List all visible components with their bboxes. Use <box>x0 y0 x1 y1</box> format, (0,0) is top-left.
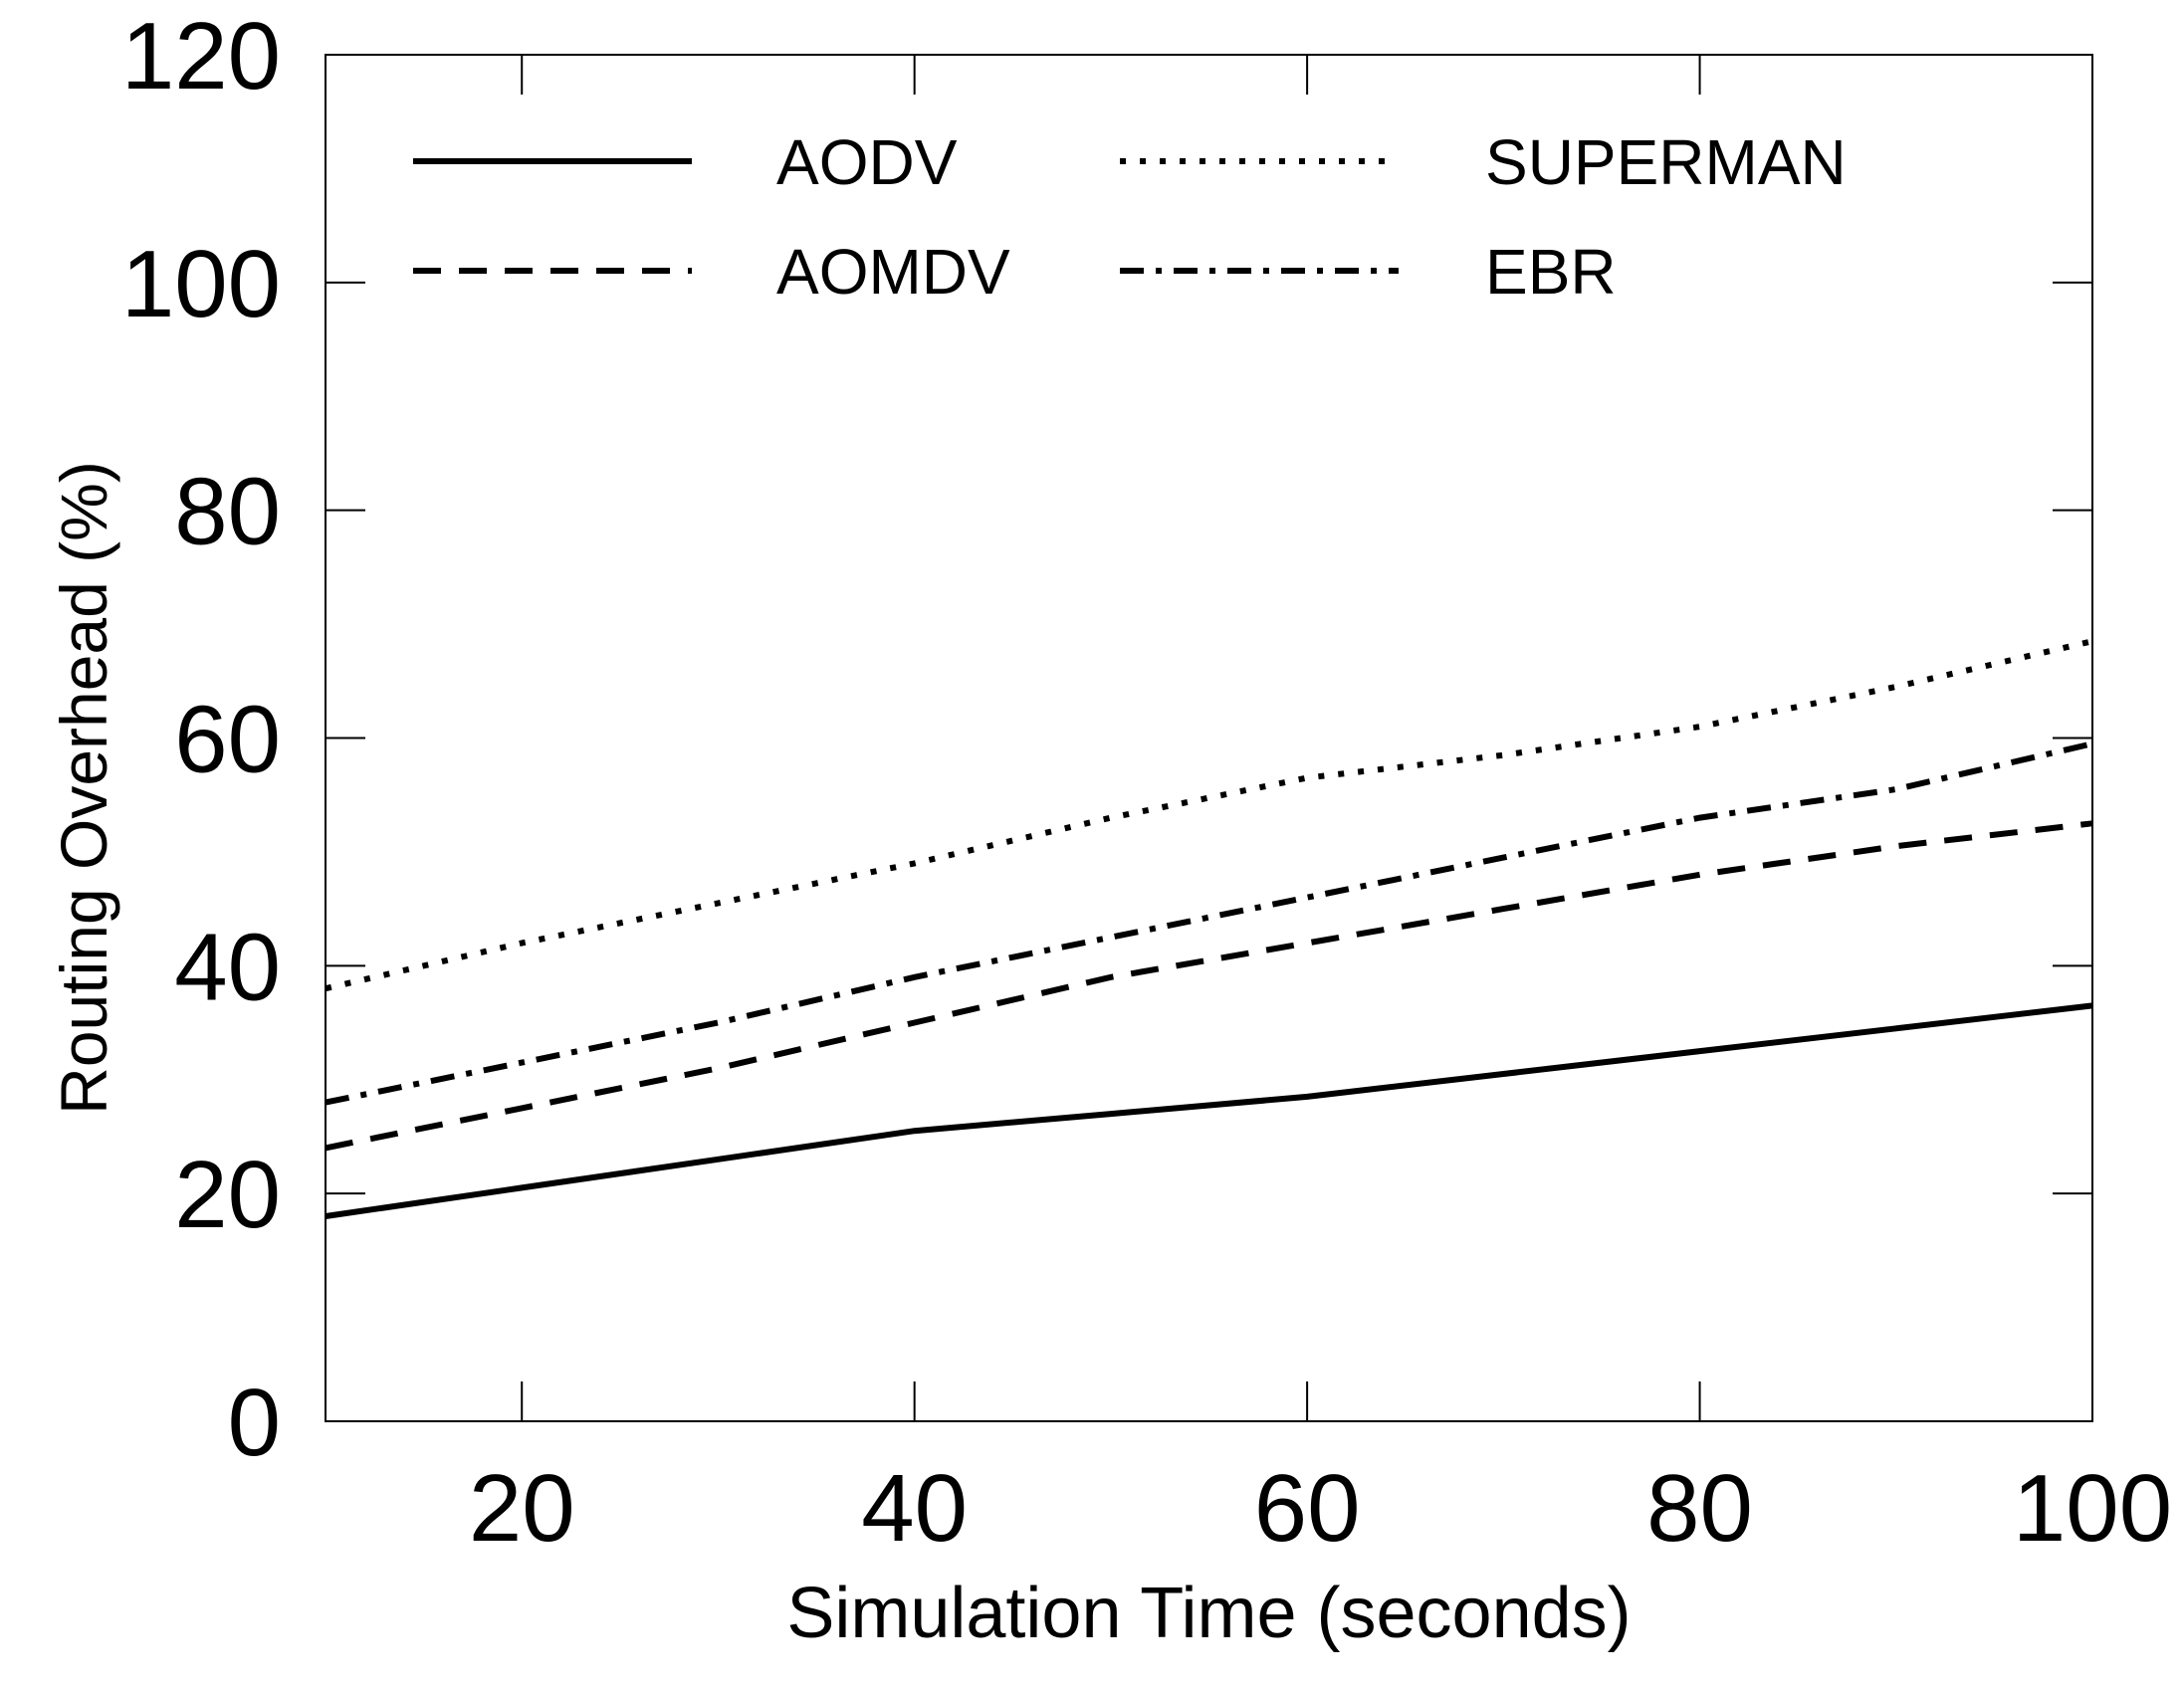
y-tick-labels: 0 20 40 60 80 100 120 <box>121 3 281 1476</box>
y-axis-label: Routing Overhead (%) <box>47 461 120 1115</box>
y-tick-label: 40 <box>174 914 281 1020</box>
legend: AODV SUPERMAN AOMDV EBR <box>413 126 1847 308</box>
legend-label-ebr: EBR <box>1485 236 1617 308</box>
x-tick-label: 40 <box>861 1455 968 1562</box>
x-tick-label: 80 <box>1646 1455 1753 1562</box>
tick-marks <box>326 54 2093 1422</box>
series-line-aomdv <box>325 820 2093 1152</box>
plot-frame <box>325 54 2093 1422</box>
series-line-ebr <box>325 740 2093 1106</box>
y-tick-label: 80 <box>174 459 281 565</box>
series-line-superman <box>325 638 2093 992</box>
legend-label-aodv: AODV <box>776 126 958 198</box>
x-tick-label: 20 <box>469 1455 575 1562</box>
x-tick-label: 100 <box>2013 1455 2172 1562</box>
series-line-aodv <box>325 1002 2093 1219</box>
y-tick-label: 0 <box>228 1370 281 1476</box>
y-tick-label: 100 <box>121 231 281 337</box>
x-tick-label: 60 <box>1254 1455 1361 1562</box>
series-lines <box>325 638 2093 1219</box>
y-tick-label: 60 <box>174 687 281 793</box>
x-axis-label: Simulation Time (seconds) <box>786 1574 1631 1653</box>
y-tick-label: 20 <box>174 1142 281 1248</box>
x-tick-labels: 20 40 60 80 100 <box>469 1455 2172 1562</box>
legend-label-aomdv: AOMDV <box>776 236 1010 308</box>
legend-label-superman: SUPERMAN <box>1485 126 1847 198</box>
y-tick-label: 120 <box>121 3 281 109</box>
